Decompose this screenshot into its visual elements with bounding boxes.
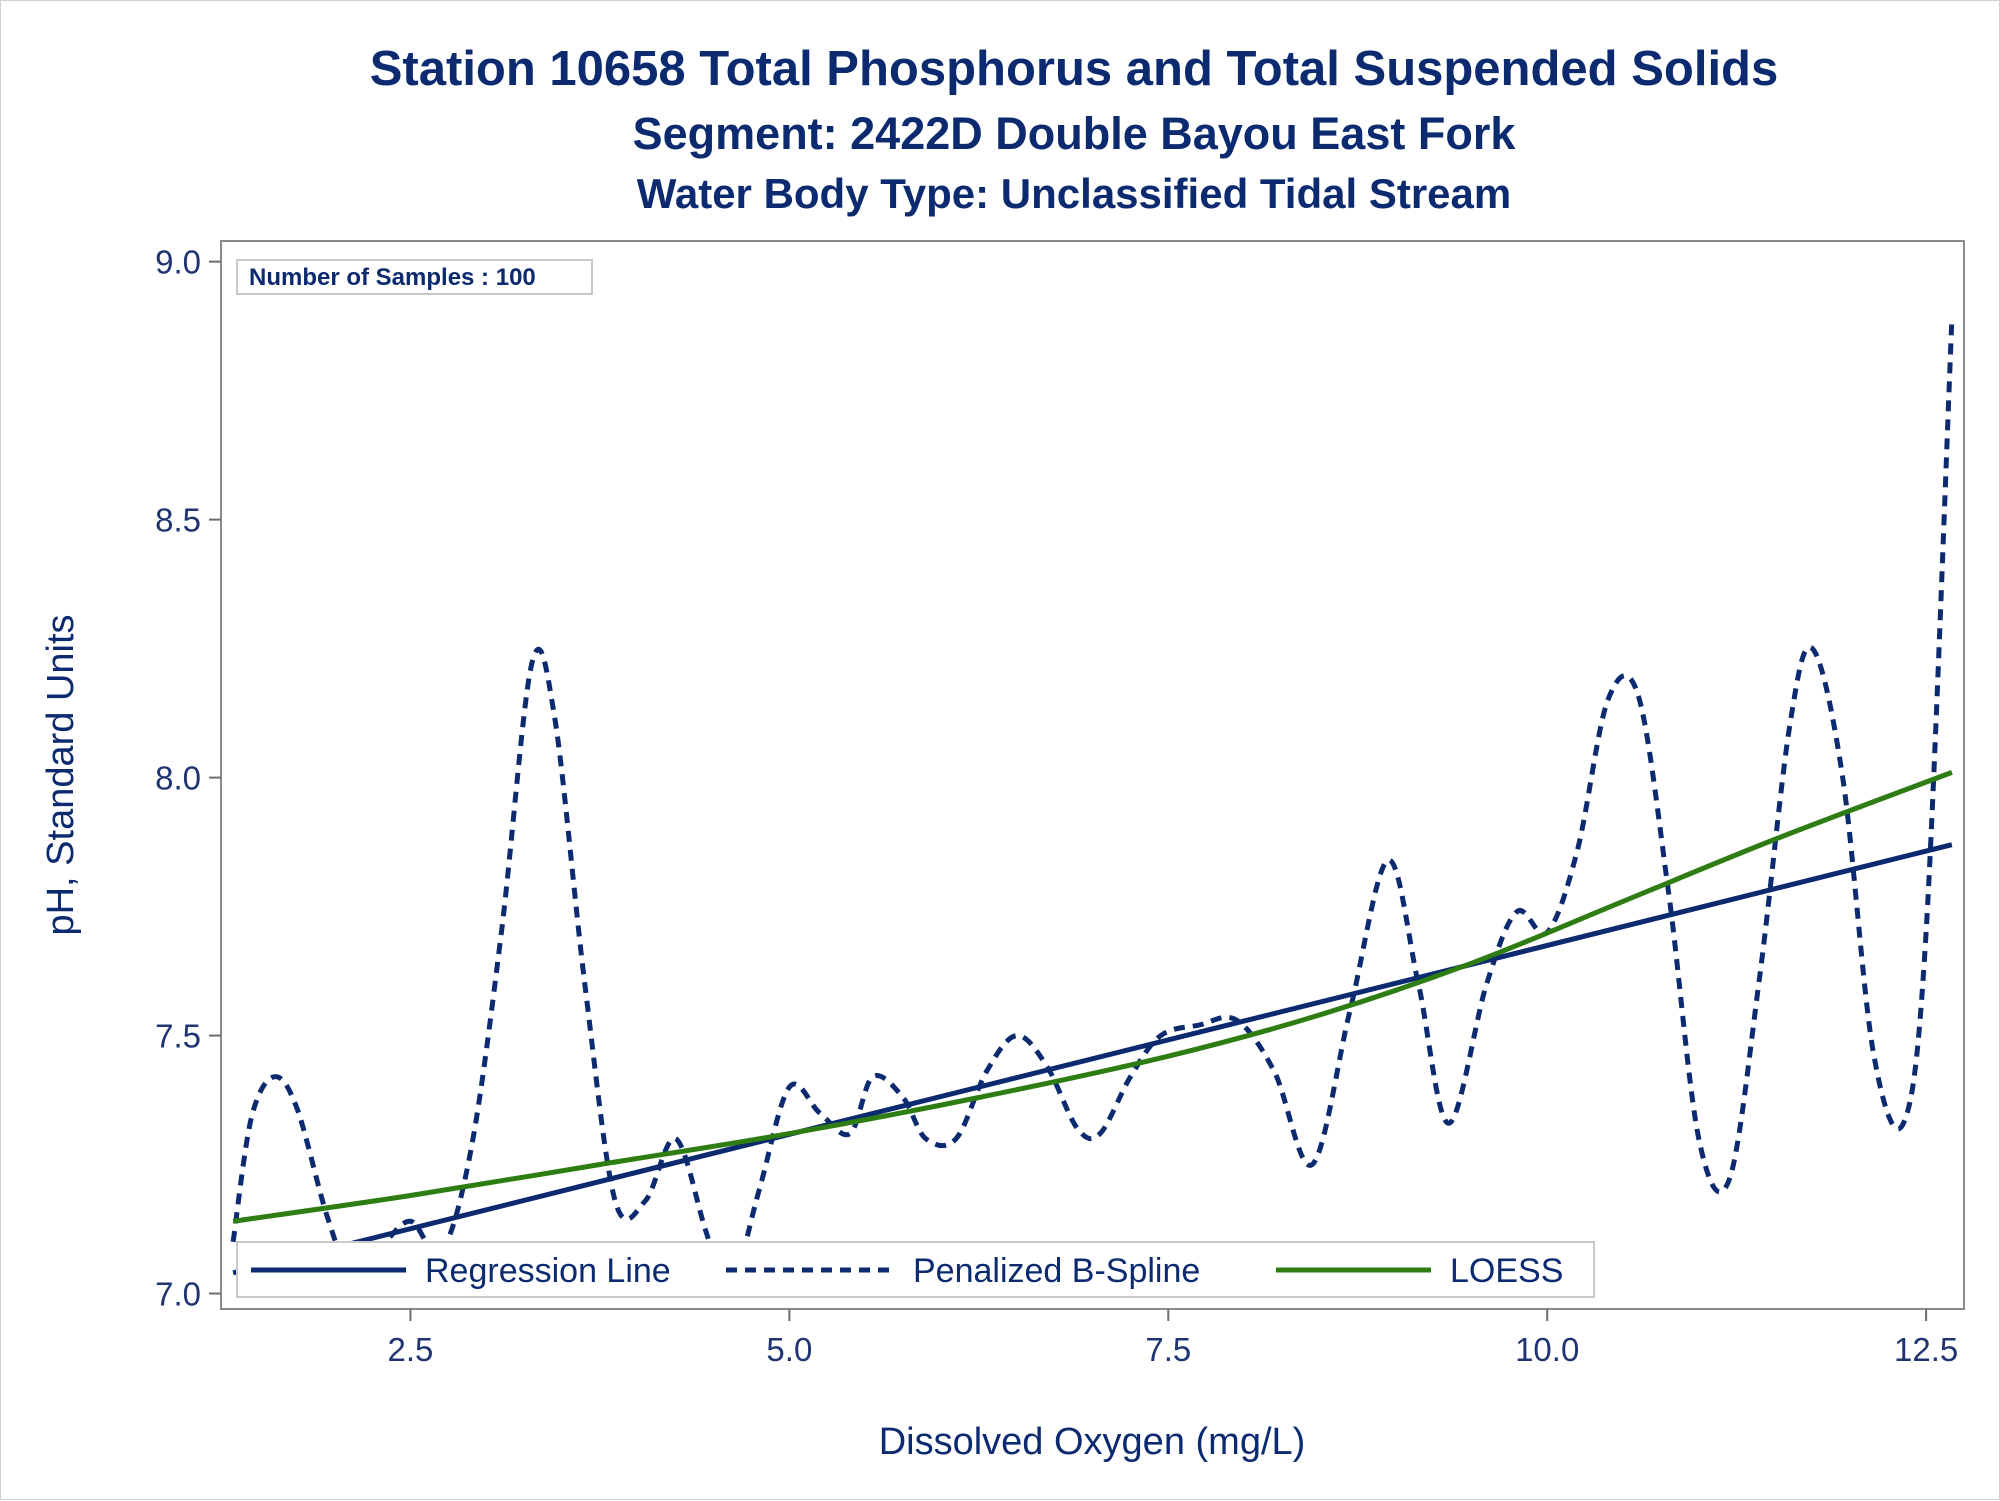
series-penalized-bspline	[230, 318, 1955, 1297]
series-regression-line	[232, 842, 1953, 1276]
x-tick-label: 5.0	[766, 1331, 812, 1368]
sample-count-box	[236, 259, 593, 295]
x-tick-label: 10.0	[1515, 1331, 1579, 1368]
y-tick-label: 9.0	[155, 244, 201, 281]
chart-subtitle: Segment: 2422D Double Bayou East Fork	[633, 108, 1517, 159]
sample-count-text: Number of Samples : 100	[249, 264, 536, 291]
y-tick-label: 7.0	[155, 1276, 201, 1313]
legend: Regression Line Penalized B-Spline LOESS	[236, 1241, 1595, 1298]
plot-area	[220, 240, 1965, 1310]
x-axis-label: Dissolved Oxygen (mg/L)	[879, 1421, 1306, 1463]
series-loess	[232, 770, 1953, 1224]
x-tick-label: 2.5	[388, 1331, 434, 1368]
x-axis: 2.5 5.0 7.5 10.0 12.5	[388, 1309, 1958, 1368]
legend-label-loess: LOESS	[1450, 1252, 1563, 1290]
chart-subtitle-2: Water Body Type: Unclassified Tidal Stre…	[637, 170, 1511, 217]
legend-label-spline: Penalized B-Spline	[913, 1252, 1200, 1290]
y-tick-label: 8.0	[155, 760, 201, 797]
y-axis: 7.0 7.5 8.0 8.5 9.0	[155, 244, 221, 1313]
series-layer	[230, 318, 1955, 1297]
chart-title: Station 10658 Total Phosphorus and Total…	[370, 42, 1779, 96]
x-tick-label: 12.5	[1894, 1331, 1958, 1368]
legend-label-regression: Regression Line	[425, 1252, 671, 1290]
y-tick-label: 8.5	[155, 502, 201, 539]
x-tick-label: 7.5	[1145, 1331, 1191, 1368]
y-tick-label: 7.5	[155, 1018, 201, 1055]
sample-count-inset: Number of Samples : 100	[236, 259, 593, 295]
y-axis-label: pH, Standard Units	[40, 614, 82, 935]
